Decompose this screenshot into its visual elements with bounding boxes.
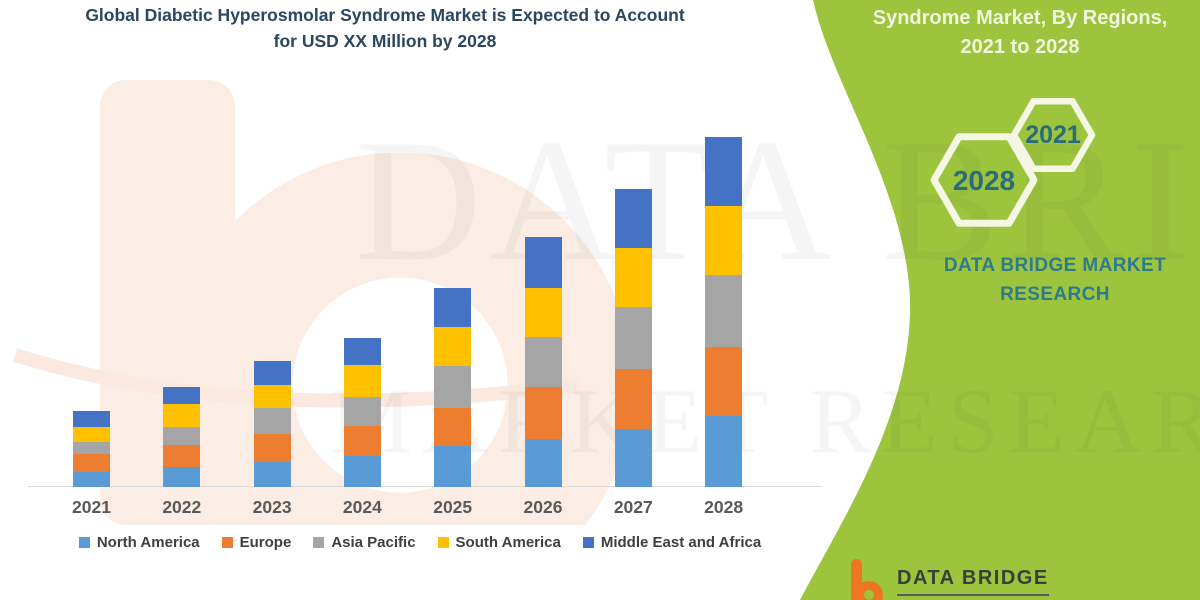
footer-brand-text: DATA BRIDGE [897, 567, 1049, 596]
bar-segment-asia-pacific [614, 307, 652, 370]
bar-segment-north-america [434, 446, 472, 487]
bar-2023 [253, 361, 291, 487]
green-panel-path [800, 0, 1200, 600]
bar-segment-europe [73, 453, 110, 472]
bar-segment-south-america [524, 287, 562, 337]
bar-2021 [73, 410, 110, 487]
bar-segment-middle-east-and-africa [705, 137, 743, 206]
legend-item-north-america: North America [78, 534, 200, 551]
side-panel-heading: Syndrome Market, By Regions, 2021 to 202… [845, 4, 1195, 62]
x-axis-label-2027: 2027 [613, 497, 653, 517]
bar-segment-asia-pacific [163, 427, 201, 446]
bar-segment-asia-pacific [705, 275, 743, 347]
x-axis-label-2025: 2025 [433, 497, 473, 517]
bar-segment-north-america [163, 467, 201, 487]
watermark-text-line2: MARKET RESEARCH [330, 370, 1200, 472]
legend-item-asia-pacific: Asia Pacific [313, 534, 416, 551]
legend-label: Asia Pacific [331, 534, 416, 551]
chart-title: Global Diabetic Hyperosmolar Syndrome Ma… [85, 5, 685, 52]
x-axis-label-2021: 2021 [72, 497, 111, 517]
legend-swatch [221, 537, 233, 548]
bar-segment-north-america [705, 416, 743, 487]
bar-segment-south-america [705, 205, 743, 276]
hexagon-2028-label: 2028 [953, 165, 1015, 196]
legend-label: South America [455, 534, 561, 551]
legend-item-south-america: South America [437, 534, 561, 551]
data-bridge-logo: DATA BRIDGE MARKET RESEARCH [843, 557, 1103, 600]
bar-segment-asia-pacific [253, 408, 291, 434]
bar-segment-europe [614, 369, 652, 429]
bar-segment-middle-east-and-africa [163, 386, 201, 404]
bar-segment-north-america [614, 428, 652, 487]
bar-segment-asia-pacific [524, 336, 562, 388]
bar-segment-north-america [73, 472, 110, 487]
bar-segment-south-america [343, 365, 381, 397]
bar-segment-asia-pacific [73, 442, 110, 454]
bar-2026 [524, 237, 562, 487]
bar-segment-south-america [614, 247, 652, 308]
bar-2027 [614, 188, 652, 487]
bar-2025 [434, 287, 472, 487]
legend-label: Europe [239, 534, 292, 551]
bar-segment-middle-east-and-africa [524, 237, 562, 288]
x-axis-label-2022: 2022 [162, 497, 202, 517]
side-panel-heading-line2: 2021 to 2028 [960, 36, 1080, 58]
bar-2024 [343, 337, 381, 487]
chart-legend: North America Europe Asia Pacific South Ame… [30, 534, 810, 551]
bar-segment-south-america [434, 327, 472, 367]
legend-label: North America [96, 534, 200, 551]
hexagon-2021-label: 2021 [1025, 121, 1081, 149]
bar-segment-middle-east-and-africa [343, 337, 381, 366]
legend-swatch [78, 537, 90, 548]
bar-segment-middle-east-and-africa [614, 188, 652, 248]
hexagon-2021-badge [1010, 97, 1096, 173]
x-axis-label-2023: 2023 [252, 497, 292, 517]
bar-segment-middle-east-and-africa [253, 361, 291, 385]
bar-segment-south-america [163, 403, 201, 428]
hexagon-badges: 2021 2028 [930, 97, 1096, 227]
bar-segment-north-america [524, 439, 562, 487]
plot-area: 2021 2022 2023 2024 2025 2026 2027 2028 [28, 0, 830, 600]
side-panel-heading-line1: Syndrome Market, By Regions, [872, 7, 1168, 29]
legend-swatch [313, 537, 325, 548]
hexagon-2028-badge [930, 133, 1038, 227]
bar-segment-europe [524, 387, 562, 440]
x-axis-label-2028: 2028 [704, 497, 744, 517]
legend-label: Middle East and Africa [600, 534, 762, 551]
bar-segment-europe [434, 408, 472, 447]
bar-2028 [705, 137, 743, 487]
bar-segment-north-america [343, 456, 381, 487]
bar-segment-europe [163, 445, 201, 468]
bar-segment-middle-east-and-africa [434, 287, 472, 328]
bar-segment-europe [705, 346, 743, 417]
bar-segment-asia-pacific [343, 396, 381, 427]
x-axis-label-2024: 2024 [342, 497, 382, 517]
logo-b-bowl [855, 581, 883, 600]
bar-segment-europe [253, 433, 291, 463]
x-axis-label-2026: 2026 [523, 497, 563, 517]
bar-2022 [163, 386, 201, 487]
x-axis-line [28, 486, 822, 487]
bar-segment-asia-pacific [434, 366, 472, 409]
watermark-b-logo [12, 80, 630, 525]
legend-swatch [582, 537, 594, 548]
bar-segment-south-america [253, 384, 291, 409]
watermark-text-line1: DATA BRIDGE [355, 103, 1200, 297]
chart-region: Global Diabetic Hyperosmolar Syndrome Ma… [28, 0, 830, 600]
bar-segment-europe [343, 426, 381, 457]
org-name: DATA BRIDGE MARKET RESEARCH [943, 255, 1167, 305]
legend-swatch [437, 537, 449, 548]
bar-segment-middle-east-and-africa [73, 410, 110, 428]
legend-item-europe: Europe [221, 534, 292, 551]
data-bridge-logo-icon [851, 559, 883, 600]
bar-segment-north-america [253, 462, 291, 487]
legend-item-middle-east-and-africa: Middle East and Africa [582, 534, 762, 551]
bar-segment-south-america [73, 427, 110, 443]
